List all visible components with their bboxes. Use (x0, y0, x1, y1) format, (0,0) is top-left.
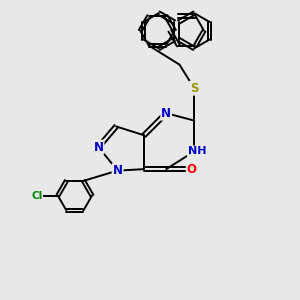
Text: Cl: Cl (31, 190, 42, 201)
Text: N: N (94, 141, 103, 154)
Text: N: N (161, 107, 171, 120)
Text: S: S (190, 82, 198, 95)
Text: N: N (112, 164, 123, 177)
Text: NH: NH (188, 146, 206, 157)
Text: O: O (187, 163, 197, 176)
